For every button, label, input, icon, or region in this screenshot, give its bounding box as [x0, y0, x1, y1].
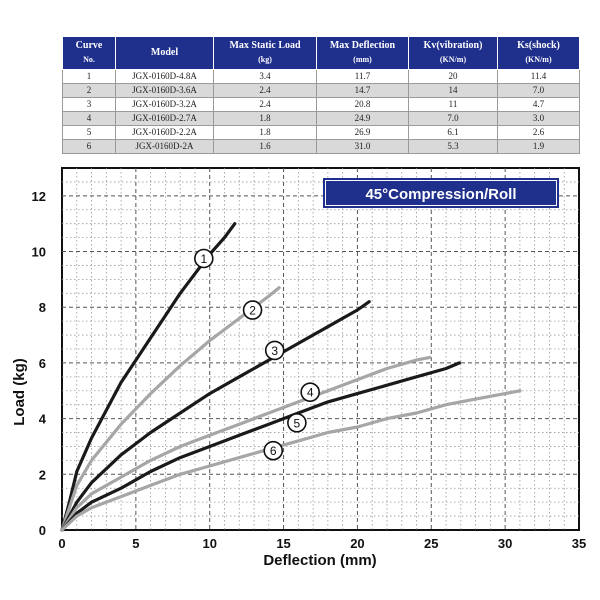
table-cell: 20	[408, 69, 498, 84]
table-cell: 24.9	[316, 111, 409, 126]
chart-title-box	[323, 178, 559, 208]
y-axis-label: Load (kg)	[11, 358, 28, 426]
header-max-deflection: Max Deflection (mm)	[316, 36, 409, 70]
table-cell: 6	[62, 139, 116, 154]
series-line-6	[60, 389, 522, 532]
chart-title-inner-border	[325, 180, 557, 206]
plot-area	[61, 167, 580, 531]
y-tick-label: 4	[39, 412, 47, 427]
x-tick-label: 35	[572, 536, 586, 551]
curve-label-6: 6	[270, 444, 277, 458]
curve-label-circle	[242, 300, 263, 320]
table-cell: 3	[62, 97, 116, 112]
table-row: 4 JGX-0160D-2.7A 1.8 24.9 7.0 3.0	[62, 111, 580, 126]
table-cell: 1.6	[213, 139, 317, 154]
curve-labels: 1 2 3 4 5 6	[194, 248, 320, 461]
y-tick-label: 10	[32, 245, 46, 260]
series-line-3	[60, 300, 371, 532]
curve-label-4: 4	[307, 386, 314, 400]
x-tick-label: 30	[498, 536, 512, 551]
table-cell: JGX-0160D-3.2A	[115, 97, 214, 112]
table-row: 2 JGX-0160D-3.6A 2.4 14.7 14 7.0	[62, 83, 580, 98]
header-curve-no: Curve No.	[62, 36, 116, 70]
table-cell: 7.0	[497, 83, 580, 98]
x-tick-label: 0	[58, 536, 65, 551]
curve-label-2: 2	[249, 304, 256, 318]
curve-label-circle	[264, 340, 285, 361]
y-tick-label: 6	[39, 356, 46, 371]
x-tick-label: 15	[276, 536, 290, 551]
series-line-5	[60, 361, 461, 532]
x-tick-label: 10	[202, 536, 216, 551]
table-cell: 20.8	[316, 97, 409, 112]
table-cell: 1.9	[497, 139, 580, 154]
curve-label-circle	[194, 248, 214, 269]
table-cell: 11.7	[316, 69, 409, 84]
curve-label-circle	[263, 440, 284, 461]
table-cell: 7.0	[408, 111, 498, 126]
table-cell: 14.7	[316, 83, 409, 98]
table-cell: 2	[62, 83, 116, 98]
curve-label-1: 1	[200, 252, 207, 266]
header-ks: Ks(shock) (KN/m)	[497, 36, 580, 70]
table-cell: 5.3	[408, 139, 498, 154]
table-cell: 1.8	[213, 111, 317, 126]
y-tick-label: 12	[32, 189, 46, 204]
table-cell: 2.6	[497, 125, 580, 140]
table-cell: JGX-0160D-3.6A	[115, 83, 214, 98]
curve-label-circle	[300, 382, 320, 402]
table-cell: 4.7	[497, 97, 580, 112]
curve-label-circle	[287, 412, 307, 433]
chart-title: 45°Compression/Roll	[365, 186, 516, 203]
table-cell: 14	[408, 83, 498, 98]
x-axis-label: Deflection (mm)	[263, 552, 376, 569]
table-row: 6 JGX-0160D-2A 1.6 31.0 5.3 1.9	[62, 139, 580, 154]
table-row: 1 JGX-0160D-4.8A 3.4 11.7 20 11.4	[62, 69, 580, 84]
header-max-static-load: Max Static Load (kg)	[213, 36, 317, 70]
table-cell: 2.4	[213, 97, 317, 112]
y-tick-label: 2	[39, 467, 46, 482]
curve-label-5: 5	[294, 416, 301, 430]
table-row: 3 JGX-0160D-3.2A 2.4 20.8 11 4.7	[62, 97, 580, 112]
table-cell: 1.8	[213, 125, 317, 140]
table-cell: 6.1	[408, 125, 498, 140]
table-cell: 11	[408, 97, 498, 112]
table-cell: 1	[62, 69, 116, 84]
table-cell: 26.9	[316, 125, 409, 140]
table-cell: 3.0	[497, 111, 580, 126]
table-row: 5 JGX-0160D-2.2A 1.8 26.9 6.1 2.6	[62, 125, 580, 140]
table-cell: JGX-0160D-2.2A	[115, 125, 214, 140]
table-cell: 3.4	[213, 69, 317, 84]
table-cell: JGX-0160D-2A	[115, 139, 214, 154]
curve-label-3: 3	[271, 344, 278, 358]
table-cell: 31.0	[316, 139, 409, 154]
x-tick-label: 20	[350, 536, 364, 551]
y-tick-label: 0	[39, 523, 46, 538]
table-header-row: Curve No. Model Max Static Load (kg) Max D…	[62, 36, 580, 70]
y-tick-label: 8	[39, 300, 46, 315]
table-cell: 2.4	[213, 83, 317, 98]
table-cell: 5	[62, 125, 116, 140]
table-cell: JGX-0160D-2.7A	[115, 111, 214, 126]
x-tick-label: 25	[424, 536, 438, 551]
series-line-4	[60, 355, 432, 532]
table-cell: 4	[62, 111, 116, 126]
header-model: Model	[115, 36, 214, 70]
header-kv: Kv(vibration) (KN/m)	[408, 36, 498, 70]
x-tick-label: 5	[132, 536, 139, 551]
table-cell: JGX-0160D-4.8A	[115, 69, 214, 84]
spec-table: Curve No. Model Max Static Load (kg) Max D…	[62, 36, 580, 154]
table-cell: 11.4	[497, 69, 580, 84]
